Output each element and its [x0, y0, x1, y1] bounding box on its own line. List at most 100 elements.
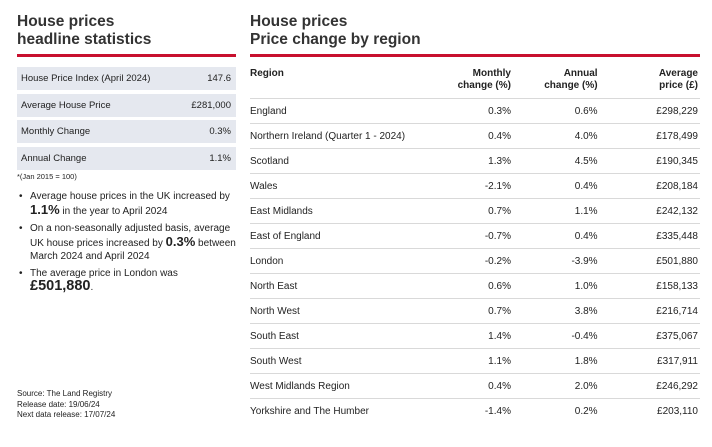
regional-table: Region Monthly change (%) Annual change (%…: [250, 67, 700, 423]
regional-change-panel: House prices Price change by region Regi…: [250, 13, 700, 423]
region-cell: East of England: [250, 223, 429, 249]
region-cell: South East: [250, 323, 429, 349]
monthly-change-cell: 1.3%: [428, 148, 513, 174]
monthly-change-cell: 0.4%: [428, 123, 513, 149]
source-line: Source: The Land Registry: [17, 389, 113, 398]
monthly-change-cell: -1.4%: [428, 398, 513, 423]
heading-line-2: headline statistics: [17, 31, 152, 48]
region-cell: North East: [250, 273, 429, 299]
key-point-highlight: 1.1%: [30, 202, 60, 217]
heading-line-1: House prices: [17, 13, 115, 30]
stat-label: Annual Change: [21, 152, 87, 164]
headline-stats-panel: House prices headline statistics House P…: [17, 13, 236, 298]
key-point-text: between March 2024 and April 2024: [30, 238, 236, 262]
average-price-cell: £216,714: [599, 298, 700, 324]
stat-row-hpi: House Price Index (April 2024) 147.6: [17, 67, 236, 90]
key-point-text: in the year to April 2024: [59, 206, 168, 217]
monthly-change-cell: -0.7%: [428, 223, 513, 249]
key-points-list: Average house prices in the UK increased…: [17, 190, 236, 294]
average-price-cell: £190,345: [599, 148, 700, 174]
table-row: England 0.3% 0.6% £298,229: [250, 98, 700, 124]
stat-value: £281,000: [191, 99, 231, 111]
stats-list: House Price Index (April 2024) 147.6 Ave…: [17, 67, 236, 170]
monthly-change-cell: 1.1%: [428, 348, 513, 374]
average-price-cell: £298,229: [599, 98, 700, 124]
key-point-text: .: [90, 282, 94, 293]
annual-change-cell: 4.5%: [512, 148, 600, 174]
table-row: West Midlands Region 0.4% 2.0% £246,292: [250, 373, 700, 399]
annual-change-cell: 1.1%: [512, 198, 600, 224]
average-price-cell: £246,292: [599, 373, 700, 399]
stat-label: Average House Price: [21, 99, 111, 111]
accent-rule: [250, 54, 700, 57]
monthly-change-cell: -2.1%: [428, 173, 513, 199]
table-row: North East 0.6% 1.0% £158,133: [250, 273, 700, 299]
average-price-cell: £375,067: [599, 323, 700, 349]
header-text: Annual: [563, 68, 598, 79]
key-point-text: Average house prices in the UK increased…: [30, 191, 230, 202]
region-cell: Wales: [250, 173, 429, 199]
column-header-region: Region: [250, 67, 428, 99]
stat-value: 1.1%: [209, 152, 231, 164]
region-cell: Yorkshire and The Humber: [250, 398, 429, 423]
average-price-cell: £335,448: [599, 223, 700, 249]
annual-change-cell: 4.0%: [512, 123, 600, 149]
header-text: change (%): [544, 80, 598, 91]
heading-line-1: House prices: [250, 13, 348, 30]
annual-change-cell: -0.4%: [512, 323, 600, 349]
header-text: Region: [250, 68, 284, 79]
region-cell: South West: [250, 348, 429, 374]
header-text: change (%): [457, 80, 511, 91]
monthly-change-cell: 0.7%: [428, 198, 513, 224]
column-header-average-price: Average price (£): [600, 67, 700, 99]
table-row: Wales -2.1% 0.4% £208,184: [250, 173, 700, 199]
region-cell: West Midlands Region: [250, 373, 429, 399]
key-point-highlight: £501,880: [30, 278, 91, 294]
header-text: Monthly: [472, 68, 511, 79]
region-cell: London: [250, 248, 429, 274]
annual-change-cell: 2.0%: [512, 373, 600, 399]
monthly-change-cell: 0.3%: [428, 98, 513, 124]
key-point-highlight: 0.3%: [165, 234, 196, 249]
annual-change-cell: 0.6%: [512, 98, 600, 124]
region-cell: Scotland: [250, 148, 429, 174]
annual-change-cell: 3.8%: [512, 298, 600, 324]
average-price-cell: £317,911: [599, 348, 700, 374]
average-price-cell: £242,132: [599, 198, 700, 224]
region-cell: North West: [250, 298, 429, 324]
table-row: Yorkshire and The Humber -1.4% 0.2% £203,11…: [250, 398, 700, 423]
annual-change-cell: 1.0%: [512, 273, 600, 299]
average-price-cell: £501,880: [599, 248, 700, 274]
table-row: Northern Ireland (Quarter 1 - 2024) 0.4% 4…: [250, 123, 700, 149]
region-cell: Northern Ireland (Quarter 1 - 2024): [250, 123, 429, 149]
average-price-cell: £178,499: [599, 123, 700, 149]
index-footnote: *(Jan 2015 = 100): [17, 172, 77, 181]
annual-change-cell: 0.4%: [512, 173, 600, 199]
stat-row-annual-change: Annual Change 1.1%: [17, 146, 236, 170]
region-cell: England: [250, 98, 429, 124]
monthly-change-cell: -0.2%: [428, 248, 513, 274]
stat-label: Monthly Change: [21, 126, 91, 137]
column-header-annual: Annual change (%): [513, 67, 600, 99]
table-row: South West 1.1% 1.8% £317,911: [250, 348, 700, 374]
stat-label: House Price Index (April 2024): [21, 73, 151, 84]
regional-heading: House prices Price change by region: [250, 13, 700, 49]
key-point: On a non-seasonally adjusted basis, aver…: [17, 222, 236, 263]
table-row: East Midlands 0.7% 1.1% £242,132: [250, 198, 700, 224]
accent-rule: [17, 54, 236, 57]
table-row: South East 1.4% -0.4% £375,067: [250, 323, 700, 349]
table-row: East of England -0.7% 0.4% £335,448: [250, 223, 700, 249]
headline-stats-heading: House prices headline statistics: [17, 13, 236, 49]
key-point-text: On a non-seasonally adjusted basis, aver…: [30, 223, 231, 249]
average-price-cell: £208,184: [599, 173, 700, 199]
key-point: The average price in London was £501,880…: [17, 267, 236, 294]
table-row: Scotland 1.3% 4.5% £190,345: [250, 148, 700, 174]
monthly-change-cell: 1.4%: [428, 323, 513, 349]
stat-row-monthly-change: Monthly Change 0.3%: [17, 120, 236, 143]
annual-change-cell: -3.9%: [512, 248, 600, 274]
source-note: Source: The Land Registry Release date: …: [17, 389, 115, 421]
column-header-monthly: Monthly change (%): [428, 67, 513, 99]
release-date: Release date: 19/06/24: [17, 399, 100, 409]
table-row: North West 0.7% 3.8% £216,714: [250, 298, 700, 324]
header-text: price (£): [659, 80, 698, 91]
